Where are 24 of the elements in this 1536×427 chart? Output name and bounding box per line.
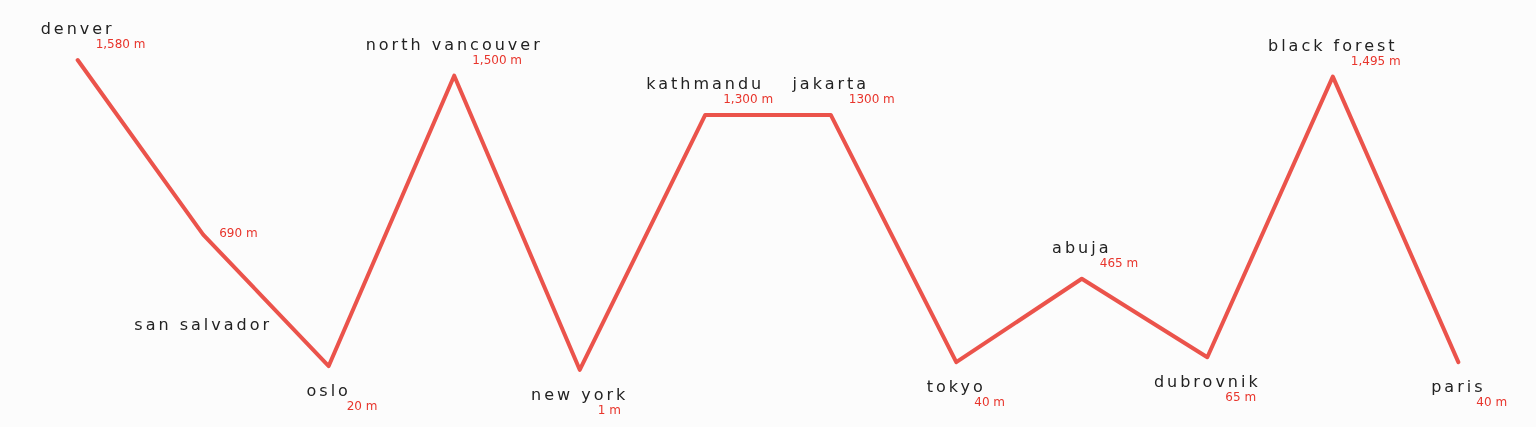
data-label: 20 m bbox=[346, 399, 378, 414]
x-tick-label: north vancouver bbox=[365, 34, 543, 54]
data-label: 40 m bbox=[974, 395, 1006, 410]
data-label: 1,495 m bbox=[1350, 53, 1401, 68]
x-tick-label: jakarta bbox=[791, 73, 870, 93]
x-tick-label: abuja bbox=[1052, 237, 1112, 257]
data-label: 1,580 m bbox=[95, 37, 146, 51]
data-label: 465 m bbox=[1099, 255, 1139, 270]
x-tick-label: san salvador bbox=[134, 314, 273, 334]
x-tick-label: black forest bbox=[1268, 35, 1398, 55]
x-tick-label: dubrovnik bbox=[1153, 372, 1261, 392]
x-tick-label: oslo bbox=[306, 381, 351, 401]
x-tick-label: kathmandu bbox=[646, 73, 765, 93]
x-tick-label: paris bbox=[1431, 377, 1486, 397]
data-label: 1 m bbox=[597, 402, 621, 417]
data-label: 1,500 m bbox=[472, 52, 523, 67]
data-label: 1300 m bbox=[848, 91, 895, 106]
data-label: 65 m bbox=[1225, 390, 1257, 405]
x-tick-label: denver bbox=[40, 19, 115, 38]
data-label: 690 m bbox=[219, 225, 258, 240]
x-tick-label: tokyo bbox=[926, 377, 986, 397]
data-label: 1,300 m bbox=[723, 91, 774, 106]
data-label: 40 m bbox=[1476, 395, 1508, 410]
x-tick-label: new york bbox=[531, 384, 629, 404]
